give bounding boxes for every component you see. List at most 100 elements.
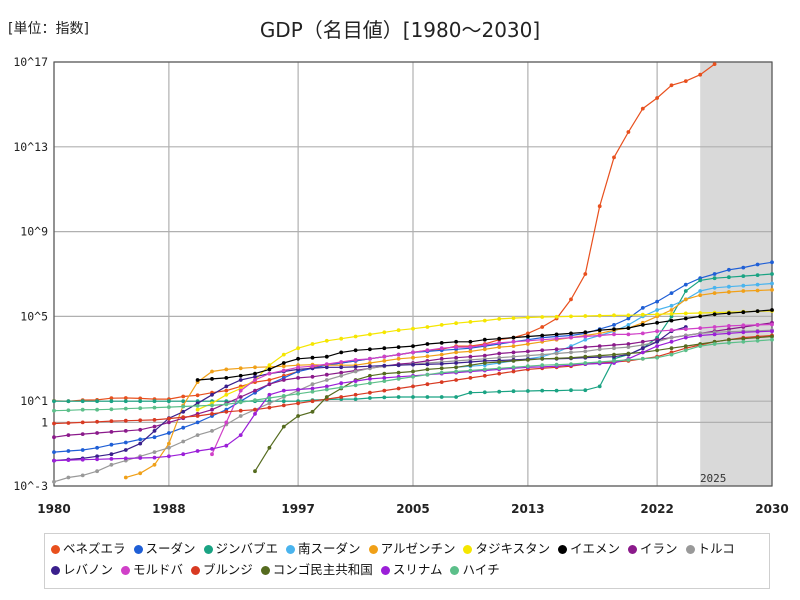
series-point-8 — [540, 352, 545, 357]
series-point-4 — [770, 288, 774, 292]
legend-swatch — [558, 545, 568, 554]
series-point-11 — [468, 376, 473, 380]
series-point-4 — [167, 441, 171, 446]
series-point-11 — [253, 407, 257, 412]
legend-item-3: 南スーダン — [286, 538, 361, 559]
legend-label: イラン — [639, 541, 678, 556]
series-point-7 — [497, 351, 502, 356]
x-tick-label: 1980 — [37, 502, 70, 516]
series-point-13 — [210, 447, 214, 451]
series-point-14 — [468, 368, 473, 373]
series-point-8 — [210, 429, 214, 433]
chart-title: GDP（名目値）[1980〜2030] — [259, 18, 541, 42]
series-point-7 — [253, 388, 257, 393]
series-point-13 — [109, 457, 114, 461]
series-point-2 — [80, 399, 85, 404]
series-point-13 — [712, 332, 717, 337]
series-point-5 — [597, 313, 602, 318]
series-point-13 — [52, 458, 56, 463]
x-tick-label: 2005 — [396, 502, 429, 516]
series-point-11 — [497, 371, 502, 376]
series-point-7 — [339, 370, 344, 375]
series-point-14 — [626, 358, 631, 362]
series-point-0 — [597, 204, 602, 209]
series-point-10 — [238, 388, 243, 393]
series-line-10 — [211, 323, 773, 455]
series-point-5 — [482, 318, 487, 323]
legend-swatch — [191, 566, 201, 575]
series-point-14 — [368, 381, 372, 386]
series-point-4 — [511, 344, 516, 348]
legend-item-0: ベネズエラ — [51, 538, 126, 559]
series-point-12 — [626, 351, 631, 356]
series-point-8 — [526, 353, 530, 358]
series-point-12 — [454, 365, 458, 370]
series-point-14 — [497, 366, 502, 371]
series-point-10 — [583, 334, 588, 339]
series-point-5 — [526, 315, 530, 320]
series-point-11 — [281, 403, 286, 408]
series-point-4 — [138, 471, 143, 476]
series-point-6 — [468, 339, 473, 344]
series-point-6 — [698, 314, 703, 319]
series-point-4 — [425, 354, 430, 359]
series-point-6 — [655, 320, 659, 325]
x-tick-label: 1997 — [281, 502, 314, 516]
series-point-1 — [712, 272, 717, 276]
series-point-0 — [698, 72, 703, 77]
series-point-8 — [195, 433, 200, 437]
series-point-14 — [597, 360, 602, 364]
series-point-14 — [123, 406, 128, 411]
series-point-4 — [712, 291, 717, 295]
series-point-10 — [540, 337, 545, 342]
series-point-4 — [238, 366, 243, 371]
series-point-2 — [123, 399, 128, 404]
series-point-5 — [497, 317, 502, 321]
series-point-6 — [669, 318, 674, 323]
series-point-7 — [511, 350, 516, 355]
x-tick-label: 2013 — [511, 502, 544, 516]
series-point-7 — [626, 342, 631, 346]
series-point-12 — [411, 369, 415, 374]
series-point-6 — [339, 350, 344, 355]
series-point-6 — [396, 345, 401, 349]
series-point-8 — [669, 335, 674, 340]
series-point-14 — [526, 364, 530, 369]
series-point-6 — [569, 331, 573, 336]
series-point-6 — [597, 328, 602, 333]
series-point-8 — [167, 445, 171, 450]
series-point-1 — [683, 282, 688, 287]
series-point-9 — [339, 365, 344, 370]
series-point-11 — [52, 421, 56, 426]
series-point-12 — [296, 414, 300, 418]
series-point-5 — [324, 338, 329, 343]
series-point-8 — [554, 351, 559, 356]
series-point-14 — [741, 339, 746, 344]
series-point-11 — [353, 392, 358, 397]
series-point-7 — [66, 433, 71, 437]
legend-label: モルドバ — [133, 562, 184, 577]
series-point-11 — [210, 412, 214, 416]
series-point-8 — [80, 473, 85, 478]
series-point-14 — [640, 356, 645, 361]
series-point-2 — [482, 390, 487, 395]
series-point-0 — [669, 83, 674, 88]
series-point-14 — [411, 374, 415, 379]
series-point-10 — [482, 343, 487, 347]
series-point-12 — [468, 363, 473, 368]
series-point-1 — [167, 431, 171, 435]
series-point-5 — [425, 325, 430, 329]
series-point-11 — [181, 415, 186, 419]
series-point-8 — [597, 347, 602, 352]
series-point-6 — [640, 323, 645, 327]
series-point-6 — [526, 334, 530, 339]
y-tick-label: 10^-3 — [13, 479, 48, 493]
series-point-12 — [554, 356, 559, 361]
series-point-12 — [540, 356, 545, 361]
series-point-4 — [497, 345, 502, 349]
series-point-14 — [540, 363, 545, 368]
series-point-6 — [353, 348, 358, 353]
series-point-4 — [368, 361, 372, 365]
series-point-12 — [683, 344, 688, 348]
series-point-2 — [727, 275, 731, 280]
